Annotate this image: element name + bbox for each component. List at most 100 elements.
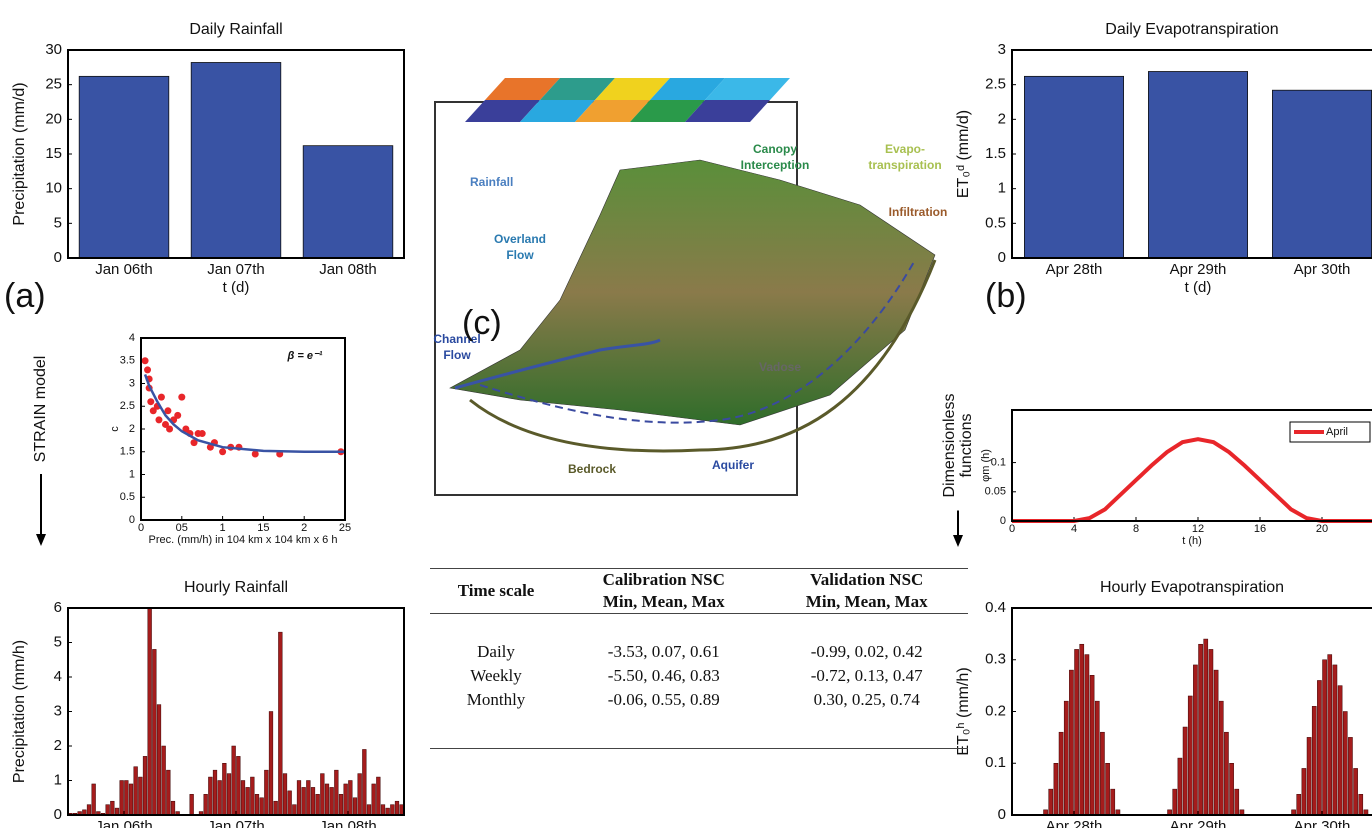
bar bbox=[366, 804, 372, 816]
bar bbox=[306, 780, 311, 816]
bar bbox=[240, 780, 246, 816]
x-tick-label: Apr 29th bbox=[1170, 261, 1227, 278]
panel-label: (b) bbox=[985, 277, 1027, 315]
bar bbox=[1105, 763, 1110, 816]
bar bbox=[1224, 731, 1229, 816]
y-tick-label: 0.5 bbox=[120, 491, 135, 503]
bar bbox=[371, 783, 376, 816]
chart: Hourly Evapotranspiration 0 0.1 0.2 0.3 0.4 ET… bbox=[955, 579, 1372, 828]
table-row: Monthly -0.06, 0.55, 0.89 0.30, 0.25, 0.74 bbox=[430, 688, 968, 749]
x-tick-label: 20 bbox=[1316, 523, 1328, 535]
y-tick-label: 0.05 bbox=[985, 486, 1006, 498]
bar bbox=[1110, 788, 1116, 816]
bar bbox=[1234, 788, 1240, 816]
bar bbox=[338, 794, 344, 816]
chart: Daily Evapotranspiration 0 0.5 1 1.5 2 2.5 3 ET₀… bbox=[955, 21, 1372, 296]
bar bbox=[119, 780, 124, 816]
bar bbox=[282, 773, 288, 816]
bar bbox=[1094, 700, 1100, 816]
bar bbox=[292, 804, 297, 816]
annotation: β = e⁻¹ bbox=[287, 350, 323, 362]
bar bbox=[1353, 768, 1358, 816]
x-tick-label: Apr 28th bbox=[1046, 261, 1103, 278]
bar bbox=[245, 787, 250, 816]
y-axis-label: ET₀ʰ (mm/h) bbox=[955, 667, 972, 755]
point bbox=[251, 450, 259, 458]
bar bbox=[376, 776, 381, 816]
y-tick-label: 1.5 bbox=[985, 145, 1006, 162]
diagram-label: Bedrock bbox=[568, 462, 616, 476]
bar bbox=[1069, 669, 1074, 816]
point bbox=[198, 430, 206, 438]
diagram-label: Vadose bbox=[759, 360, 801, 374]
line bbox=[1012, 437, 1372, 523]
bar bbox=[1198, 643, 1203, 816]
bar bbox=[1348, 737, 1353, 816]
x-axis-label: t (d) bbox=[1185, 279, 1212, 296]
x-tick-label: 15 bbox=[257, 522, 269, 534]
diagram-label: Channel bbox=[433, 332, 480, 346]
bar bbox=[1024, 75, 1125, 259]
y-tick-label: 1.5 bbox=[120, 446, 135, 458]
bar bbox=[222, 763, 227, 816]
y-axis-label: ET₀ᵈ (mm/d) bbox=[955, 110, 972, 198]
point bbox=[178, 393, 186, 401]
bar bbox=[1296, 794, 1302, 816]
bar bbox=[1048, 788, 1054, 816]
header-cell: Min, Mean, Max bbox=[805, 592, 928, 611]
bar bbox=[189, 794, 194, 816]
bar bbox=[301, 787, 306, 816]
bar bbox=[1213, 669, 1219, 816]
x-tick-label: Jan 08th bbox=[319, 261, 377, 278]
bar bbox=[1301, 768, 1307, 816]
table-row: Weekly -5.50, 0.46, 0.83 -0.72, 0.13, 0.47 bbox=[430, 664, 968, 688]
point bbox=[182, 425, 190, 433]
bar bbox=[203, 794, 208, 816]
y-tick-label: 0 bbox=[129, 514, 135, 526]
y-tick-label: 2.5 bbox=[120, 400, 135, 412]
side-label: Dimensionless bbox=[941, 393, 958, 497]
bar bbox=[394, 800, 400, 816]
diagram-label: Flow bbox=[506, 248, 534, 262]
x-axis-label: Prec. (mm/h) in 104 km x 104 km x 6 h bbox=[149, 534, 338, 546]
bar bbox=[1311, 706, 1317, 816]
table-cell: -0.06, 0.55, 0.89 bbox=[607, 690, 720, 709]
table-cell: -0.72, 0.13, 0.47 bbox=[810, 666, 923, 685]
bar bbox=[264, 769, 269, 816]
y-tick-label: 0.1 bbox=[985, 754, 1006, 771]
bar bbox=[142, 756, 148, 816]
plot-frame bbox=[1011, 607, 1372, 816]
y-tick-label: 0.5 bbox=[985, 214, 1006, 231]
table-body: Daily -3.53, 0.07, 0.61 -0.99, 0.02, 0.42 W… bbox=[430, 614, 968, 749]
bar bbox=[268, 711, 274, 816]
point bbox=[157, 393, 165, 401]
plot-frame bbox=[1011, 409, 1372, 522]
y-tick-label: 0 bbox=[998, 249, 1006, 266]
chart-title: Daily Evapotranspiration bbox=[1105, 21, 1278, 38]
side-label: functions bbox=[958, 413, 975, 477]
x-tick-label: Jan 07th bbox=[207, 818, 265, 828]
point bbox=[166, 425, 174, 433]
bar bbox=[380, 804, 386, 816]
diagram-label: Interception bbox=[741, 158, 810, 172]
table-cell: Daily bbox=[477, 642, 515, 661]
bar bbox=[1053, 763, 1059, 816]
bar bbox=[385, 807, 390, 816]
y-tick-label: 6 bbox=[54, 599, 62, 616]
terrain bbox=[449, 159, 936, 426]
x-tick-label: Apr 28th bbox=[1046, 818, 1103, 828]
bar bbox=[250, 776, 255, 816]
y-tick-label: 0 bbox=[54, 806, 62, 823]
diagram-label: Flow bbox=[443, 348, 471, 362]
y-tick-label: 5 bbox=[54, 214, 62, 231]
y-axis-label: φm (h) bbox=[980, 449, 992, 482]
bar bbox=[320, 773, 325, 816]
y-tick-label: 0.4 bbox=[985, 599, 1006, 616]
y-tick-label: 3 bbox=[54, 702, 62, 719]
bar bbox=[78, 75, 170, 259]
bar bbox=[296, 780, 302, 816]
chart: Daily Rainfall 0 5 10 15 20 25 30 Precipitation … bbox=[11, 21, 405, 296]
plot-frame bbox=[1011, 49, 1372, 259]
y-tick-label: 2 bbox=[129, 423, 135, 435]
bar bbox=[1187, 695, 1193, 816]
